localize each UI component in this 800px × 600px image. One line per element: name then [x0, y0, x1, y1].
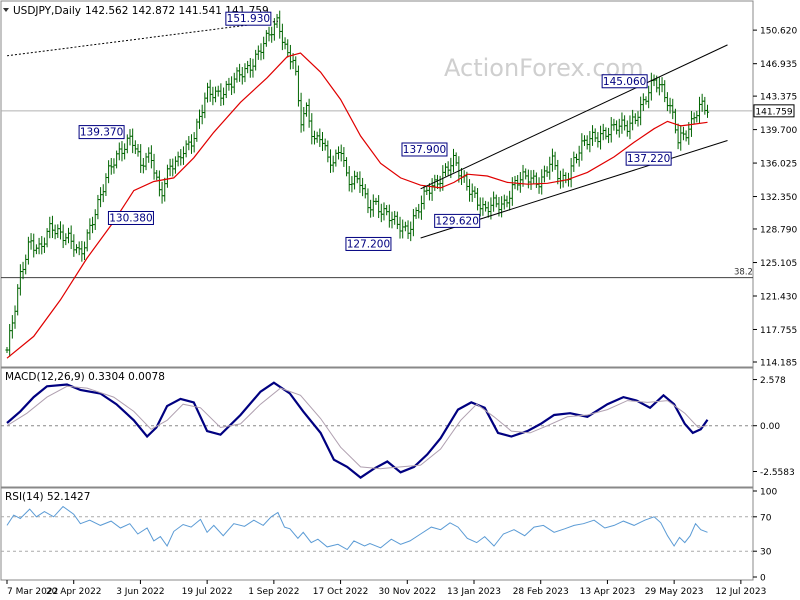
macd-axis-label: -2.5583: [760, 468, 795, 478]
annotation-box: [601, 74, 648, 89]
annotation-box: [434, 213, 481, 228]
rsi-line: [6, 505, 708, 551]
macd-signal-line: [6, 385, 708, 470]
price-axis-label: 150.620: [760, 27, 797, 37]
fib-level-label: 38.2: [734, 268, 753, 278]
x-axis-label: 29 May 2023: [645, 587, 704, 597]
annotation-label: 137.900: [403, 144, 446, 156]
x-axis-label: 20 Apr 2022: [46, 587, 102, 597]
price-annotation: 145.060: [601, 74, 648, 89]
x-axis-label: 7 Mar 2022: [7, 587, 58, 597]
macd-panel: [0, 367, 754, 488]
x-axis-label: 28 Feb 2023: [513, 587, 569, 597]
price-annotation: 137.220: [625, 151, 672, 166]
x-axis-label: 19 Jul 2022: [182, 587, 233, 597]
annotation-label: 127.200: [347, 238, 390, 250]
x-axis-label: 17 Oct 2022: [313, 587, 369, 597]
price-axis-label: 146.935: [760, 60, 797, 70]
price-panel: [0, 0, 754, 368]
price-axis-label: 125.105: [760, 259, 797, 269]
last-price-badge-box: [753, 104, 795, 118]
macd-label: MACD(12,26,9) 0.3304 0.0078: [5, 371, 165, 383]
annotation-label: 130.380: [109, 212, 152, 224]
x-axis-label: 30 Nov 2022: [378, 587, 436, 597]
x-axis-label: 3 Jun 2022: [116, 587, 164, 597]
rsi-axis-label: 0: [760, 574, 766, 584]
price-annotation: 129.620: [434, 213, 481, 228]
price-axis-label: 136.025: [760, 160, 797, 170]
annotation-box: [625, 151, 672, 166]
annotation-box: [345, 236, 392, 251]
symbol-label: USDJPY,Daily: [13, 5, 81, 17]
annotation-box: [225, 11, 272, 26]
annotation-label: 129.620: [435, 215, 478, 227]
annotation-label: 139.370: [80, 127, 123, 139]
x-axis-label: 13 Apr 2023: [580, 587, 636, 597]
annotation-label: 151.930: [227, 13, 270, 25]
rsi-panel: [0, 487, 754, 581]
price-axis-label: 121.430: [760, 293, 797, 303]
price-axis-label: 139.700: [760, 126, 797, 136]
x-axis-label: 12 Jul 2023: [715, 587, 766, 597]
rsi-axis-label: 100: [760, 488, 777, 498]
price-annotation: 130.380: [107, 210, 154, 225]
rsi-label: RSI(14) 52.1427: [5, 491, 90, 503]
price-axis-label: 114.185: [760, 359, 797, 369]
x-axis-label: 1 Sep 2022: [248, 587, 299, 597]
annotation-box: [78, 125, 125, 140]
annotation-label: 145.060: [603, 76, 646, 88]
macd-line: [6, 381, 709, 479]
macd-axis-label: 0.00: [760, 422, 780, 432]
macd-axis-label: 2.578: [760, 376, 786, 386]
price-annotation: 139.370: [78, 125, 125, 140]
last-price-badge-label: 141.759: [755, 107, 792, 117]
price-bar: [705, 104, 710, 118]
price-annotation: 137.900: [401, 142, 448, 157]
moving-average-line: [6, 52, 708, 359]
price-annotation: 127.200: [345, 236, 392, 251]
annotation-label: 137.220: [627, 153, 670, 165]
annotation-box: [401, 142, 448, 157]
annotation-box: [107, 210, 154, 225]
rsi-axis-label: 70: [760, 513, 772, 523]
channel-upper-line: [420, 44, 728, 190]
price-axis-label: 128.790: [760, 225, 797, 235]
dropdown-triangle-icon: [3, 8, 9, 12]
price-axis-label: 117.755: [760, 326, 797, 336]
price-axis-label: 143.375: [760, 93, 797, 103]
ohlc-values: 142.562 142.872 141.541 141.759: [85, 5, 269, 17]
last-price-badge: 141.759: [753, 104, 795, 118]
header: USDJPY,Daily 142.562 142.872 141.541 141…: [3, 5, 269, 17]
rsi-axis-label: 30: [760, 548, 772, 558]
x-axis-label: 13 Jan 2023: [447, 587, 501, 597]
resistance-dotted-line: [6, 20, 278, 57]
price-axis-label: 132.350: [760, 193, 797, 203]
price-annotation: 151.930: [225, 11, 272, 26]
